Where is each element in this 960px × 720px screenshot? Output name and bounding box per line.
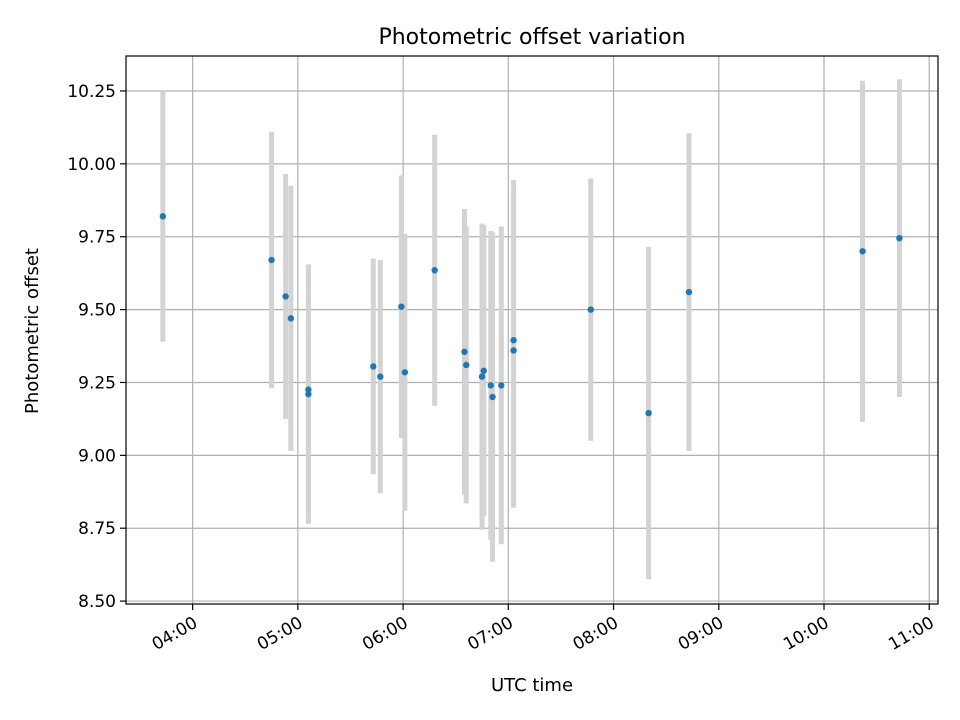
data-point <box>268 256 275 264</box>
x-tick-label: 09:00 <box>675 613 727 655</box>
x-tick-label: 11:00 <box>885 613 937 655</box>
data-points <box>159 213 903 417</box>
grid-lines <box>126 56 938 604</box>
data-point <box>305 390 312 398</box>
x-axis-ticks: 04:00 05:00 06:00 07:00 08:00 09:00 10:00 11:00 <box>149 604 938 655</box>
data-point <box>461 348 468 356</box>
y-tick-label: 9.75 <box>78 228 116 248</box>
x-tick-label: 10:00 <box>780 613 832 655</box>
data-point <box>370 363 377 370</box>
plot-frame <box>125 55 939 605</box>
y-tick-label: 10.00 <box>67 155 116 175</box>
data-point <box>463 361 470 369</box>
chart-title: Photometric offset variation <box>378 25 685 50</box>
y-tick-label: 10.25 <box>67 82 116 102</box>
data-point <box>498 382 505 389</box>
data-point <box>431 267 438 274</box>
x-tick-label: 06:00 <box>359 613 411 655</box>
x-tick-label: 07:00 <box>464 613 516 655</box>
y-axis-ticks: 8.50 8.75 9.00 9.25 9.50 9.75 10.00 10.25 <box>67 82 126 612</box>
data-point <box>480 367 487 375</box>
data-point <box>398 303 405 310</box>
data-point <box>159 213 167 220</box>
data-point <box>487 382 494 389</box>
data-point <box>896 234 903 242</box>
data-point <box>305 386 312 393</box>
x-tick-label: 08:00 <box>570 613 622 655</box>
data-point <box>287 315 295 322</box>
data-point <box>377 373 384 380</box>
data-point <box>645 409 652 417</box>
data-point <box>282 293 289 300</box>
y-tick-label: 8.50 <box>78 592 116 612</box>
y-tick-label: 9.25 <box>78 373 116 393</box>
y-tick-label: 9.50 <box>78 301 116 321</box>
data-point <box>510 347 517 354</box>
data-point <box>587 306 594 313</box>
y-tick-label: 9.00 <box>78 446 116 466</box>
data-point <box>859 248 866 255</box>
error-bars <box>160 79 902 580</box>
data-point <box>510 337 517 344</box>
data-point <box>401 369 409 376</box>
x-tick-label: 04:00 <box>149 613 201 655</box>
x-axis-label: UTC time <box>491 675 573 696</box>
x-tick-label: 05:00 <box>254 613 306 655</box>
data-point <box>478 373 486 380</box>
data-point <box>489 393 496 401</box>
y-tick-label: 8.75 <box>78 519 116 539</box>
y-axis-label: Photometric offset <box>22 248 43 414</box>
data-point <box>685 288 693 296</box>
